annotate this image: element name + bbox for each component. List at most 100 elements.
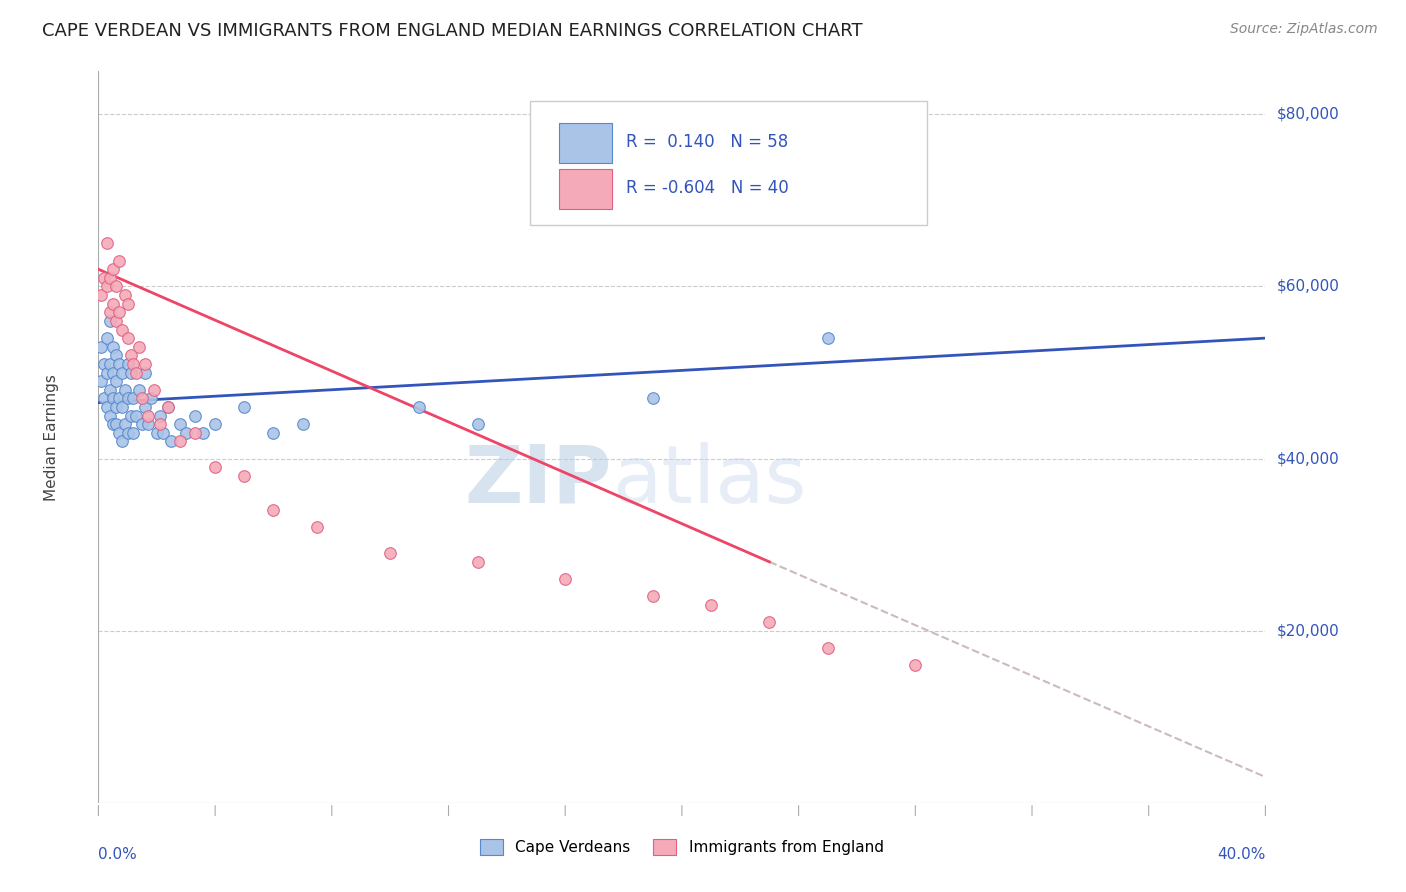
Text: CAPE VERDEAN VS IMMIGRANTS FROM ENGLAND MEDIAN EARNINGS CORRELATION CHART: CAPE VERDEAN VS IMMIGRANTS FROM ENGLAND …	[42, 22, 863, 40]
Point	[120, 409, 142, 423]
Point	[641, 392, 664, 406]
Point	[408, 400, 430, 414]
Point	[90, 288, 112, 302]
Text: R =  0.140   N = 58: R = 0.140 N = 58	[626, 133, 789, 152]
Point	[174, 425, 197, 440]
Text: $40,000: $40,000	[1277, 451, 1340, 467]
Point	[117, 392, 139, 406]
Point	[98, 314, 121, 328]
Point	[108, 253, 131, 268]
Point	[125, 409, 148, 423]
Point	[96, 400, 118, 414]
Point	[93, 357, 115, 371]
Point	[98, 305, 121, 319]
Point	[104, 374, 127, 388]
Text: atlas: atlas	[612, 442, 806, 520]
Point	[96, 236, 118, 251]
Point	[111, 434, 134, 449]
Point	[108, 305, 131, 319]
Point	[136, 417, 159, 432]
Point	[98, 357, 121, 371]
Point	[125, 366, 148, 380]
Text: ZIP: ZIP	[464, 442, 612, 520]
Point	[157, 400, 180, 414]
Point	[96, 331, 118, 345]
Point	[136, 409, 159, 423]
Point	[233, 468, 256, 483]
Point	[139, 392, 162, 406]
Point	[152, 425, 174, 440]
Point	[101, 366, 124, 380]
Point	[104, 279, 127, 293]
Point	[817, 640, 839, 655]
Point	[758, 615, 780, 629]
Point	[90, 374, 112, 388]
Point	[117, 357, 139, 371]
Point	[233, 400, 256, 414]
Point	[93, 271, 115, 285]
Point	[120, 348, 142, 362]
Point	[101, 392, 124, 406]
Point	[157, 400, 180, 414]
Point	[93, 392, 115, 406]
Point	[131, 417, 153, 432]
Point	[146, 425, 169, 440]
Point	[149, 409, 172, 423]
Point	[204, 417, 226, 432]
Point	[104, 348, 127, 362]
Point	[111, 322, 134, 336]
Text: $80,000: $80,000	[1277, 107, 1340, 122]
Text: Source: ZipAtlas.com: Source: ZipAtlas.com	[1230, 22, 1378, 37]
Point	[169, 417, 191, 432]
Point	[817, 331, 839, 345]
Point	[307, 520, 329, 534]
Point	[134, 400, 156, 414]
Point	[262, 425, 284, 440]
Point	[128, 383, 150, 397]
Legend: Cape Verdeans, Immigrants from England: Cape Verdeans, Immigrants from England	[474, 833, 890, 861]
Text: $60,000: $60,000	[1277, 279, 1340, 294]
Point	[98, 409, 121, 423]
Point	[160, 434, 183, 449]
Point	[108, 357, 131, 371]
Point	[114, 288, 136, 302]
Point	[122, 357, 145, 371]
Point	[122, 392, 145, 406]
Point	[111, 400, 134, 414]
Text: Median Earnings: Median Earnings	[44, 374, 59, 500]
Bar	[560, 122, 612, 163]
Point	[104, 400, 127, 414]
Point	[101, 417, 124, 432]
Point	[104, 417, 127, 432]
Point	[101, 340, 124, 354]
Point	[380, 546, 402, 560]
Point	[108, 392, 131, 406]
Point	[183, 409, 205, 423]
Point	[122, 425, 145, 440]
Point	[641, 589, 664, 603]
Point	[98, 271, 121, 285]
Point	[204, 460, 226, 475]
Point	[114, 383, 136, 397]
Point	[117, 331, 139, 345]
Point	[101, 262, 124, 277]
FancyBboxPatch shape	[530, 101, 927, 225]
Text: 0.0%: 0.0%	[98, 847, 138, 862]
Point	[700, 598, 723, 612]
Point	[183, 425, 205, 440]
Point	[169, 434, 191, 449]
Point	[117, 296, 139, 310]
Point	[90, 340, 112, 354]
Point	[467, 417, 489, 432]
Point	[142, 383, 165, 397]
Point	[149, 417, 172, 432]
Point	[98, 383, 121, 397]
Point	[111, 366, 134, 380]
Text: 40.0%: 40.0%	[1218, 847, 1265, 862]
Point	[904, 658, 927, 673]
Point	[291, 417, 314, 432]
Point	[104, 314, 127, 328]
Point	[554, 572, 576, 586]
Point	[134, 357, 156, 371]
Point	[467, 555, 489, 569]
